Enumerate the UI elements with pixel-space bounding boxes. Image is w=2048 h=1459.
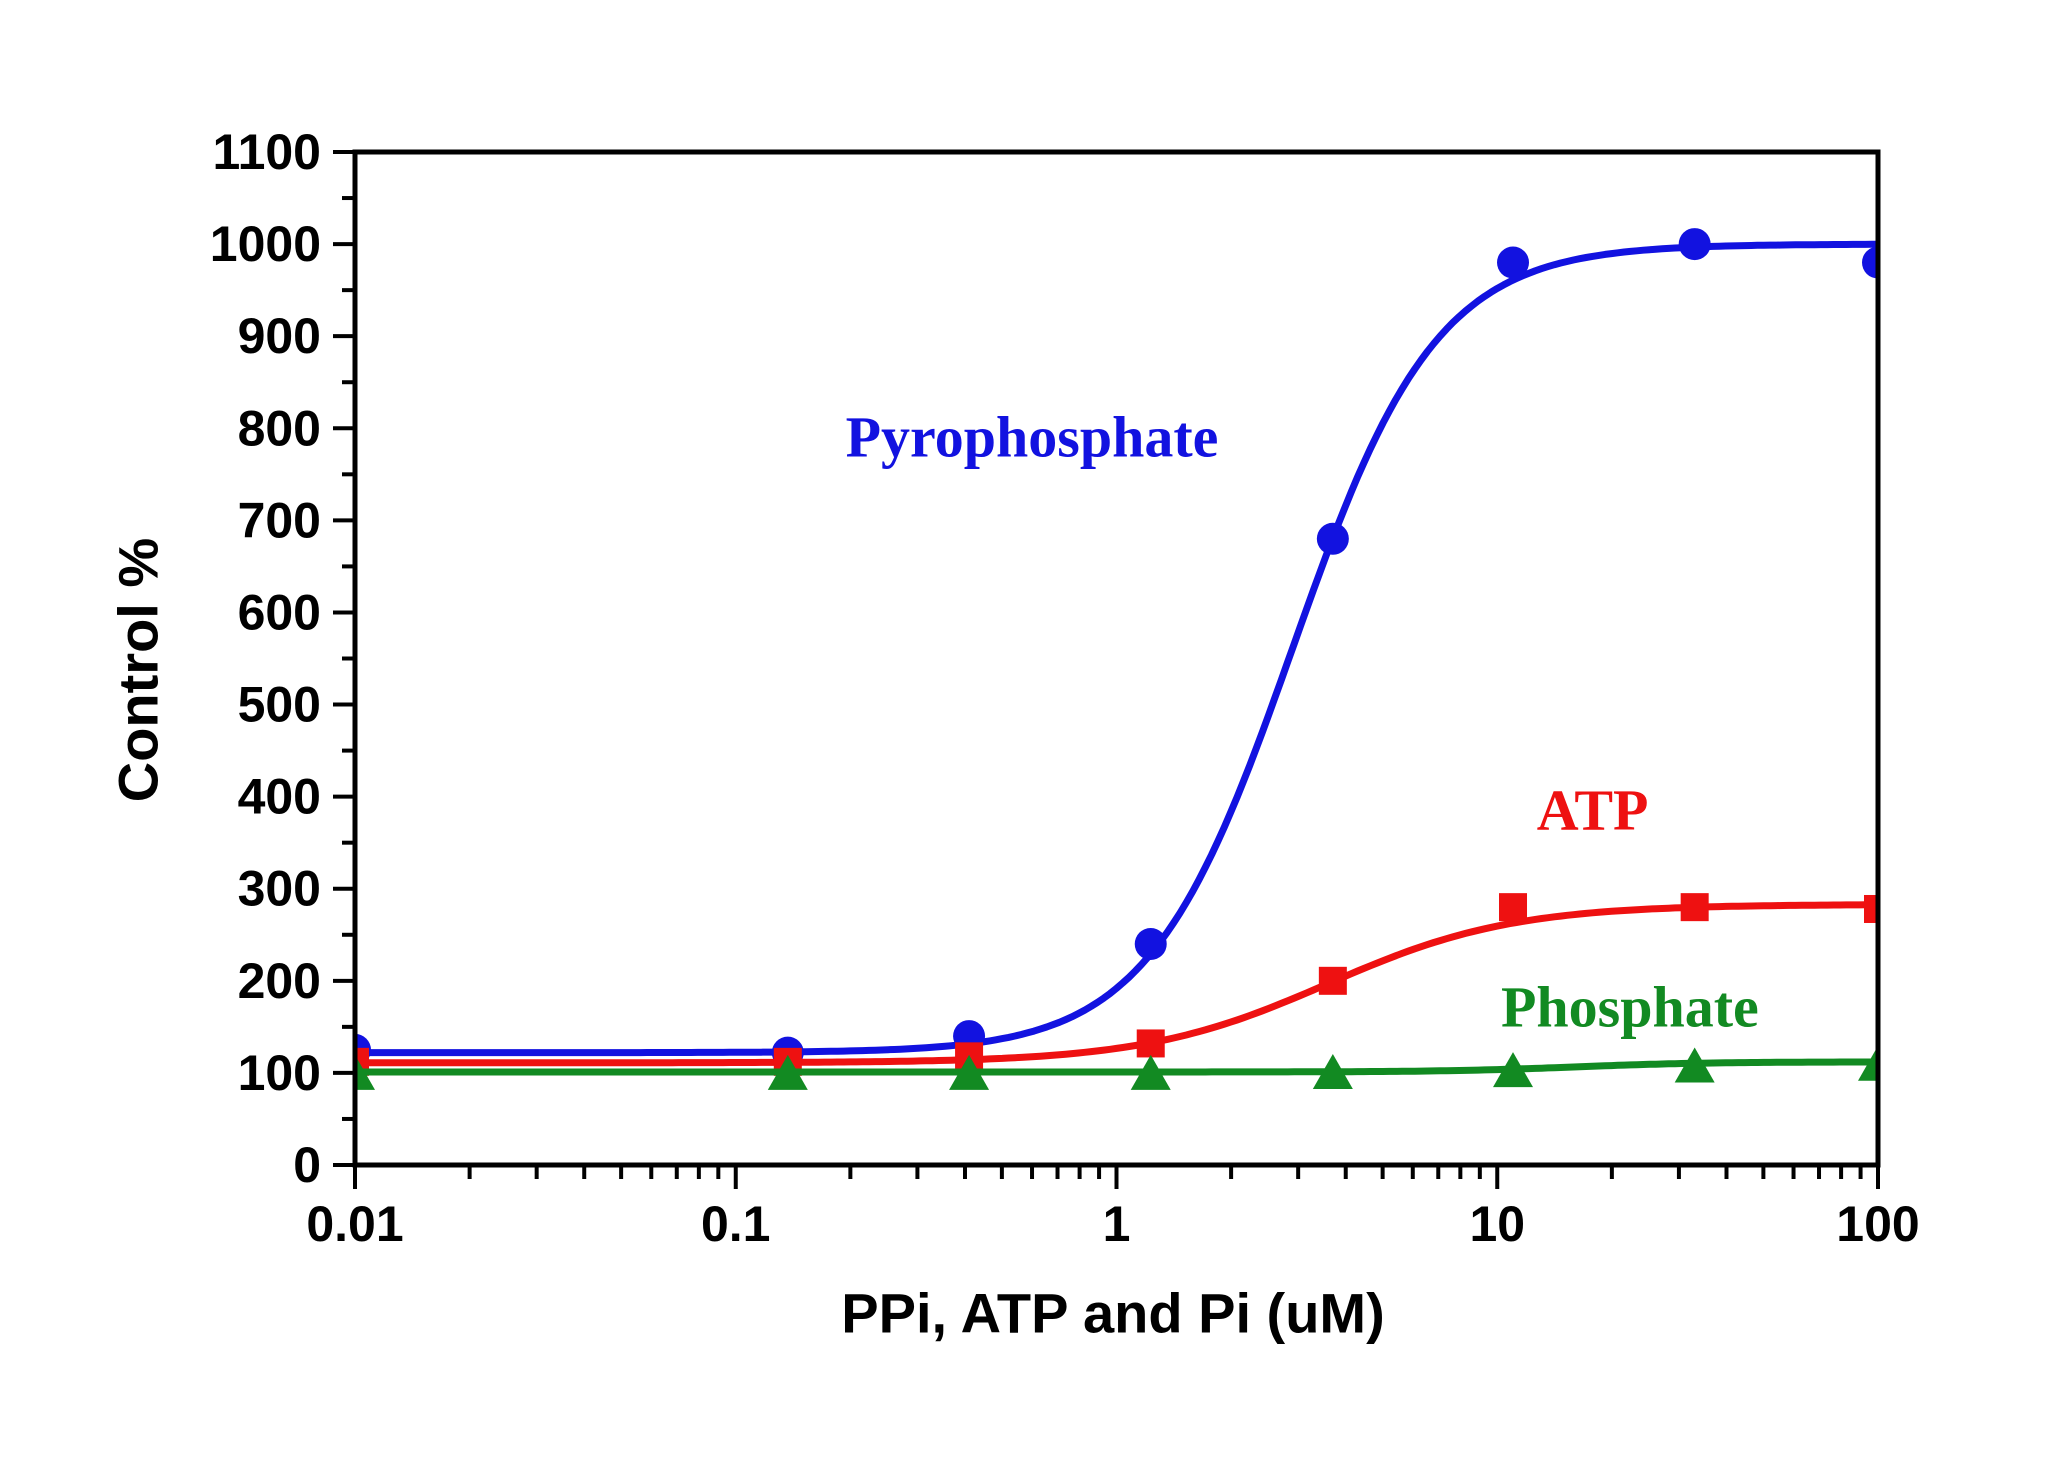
svg-text:0.01: 0.01 (306, 1196, 403, 1252)
x-axis-title: PPi, ATP and Pi (uM) (841, 1281, 1385, 1345)
svg-text:400: 400 (238, 769, 321, 825)
series-label-pyrophosphate: Pyrophosphate (845, 404, 1219, 470)
svg-text:1100: 1100 (213, 124, 321, 180)
svg-text:1: 1 (1103, 1196, 1131, 1252)
y-axis-title: Control % (106, 537, 170, 803)
svg-text:800: 800 (238, 400, 321, 456)
svg-text:100: 100 (1836, 1196, 1919, 1252)
series-label-phosphate: Phosphate (1500, 974, 1759, 1040)
svg-text:900: 900 (238, 308, 321, 364)
series-label-atp: ATP (1536, 777, 1649, 843)
svg-text:1000: 1000 (210, 216, 321, 272)
svg-text:500: 500 (238, 677, 321, 733)
svg-text:0.1: 0.1 (701, 1196, 771, 1252)
svg-text:700: 700 (238, 492, 321, 548)
svg-text:0: 0 (293, 1137, 321, 1193)
svg-text:600: 600 (238, 584, 321, 640)
svg-text:100: 100 (238, 1045, 321, 1101)
svg-text:300: 300 (238, 861, 321, 917)
svg-text:200: 200 (238, 953, 321, 1009)
svg-text:10: 10 (1469, 1196, 1525, 1252)
